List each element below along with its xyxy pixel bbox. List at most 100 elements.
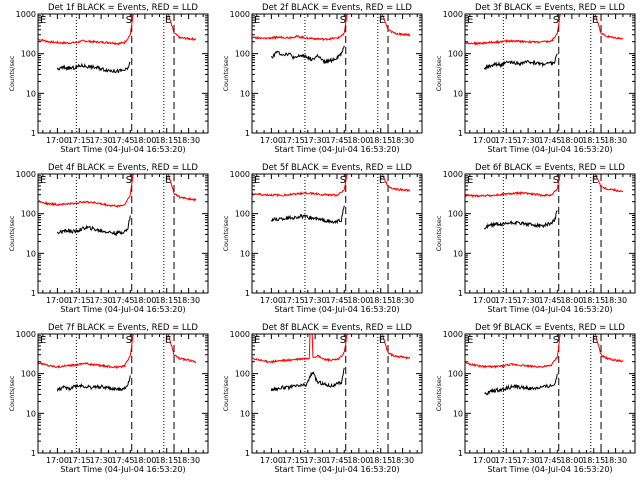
x-tick-label: 17:30: [90, 456, 113, 465]
marker-e: E: [592, 15, 598, 26]
panel-title: Det 9f BLACK = Events, RED = LLD: [475, 323, 625, 333]
x-tick-label: 18:30: [177, 136, 200, 145]
marker-s: S: [340, 175, 346, 186]
y-tick-label: 10: [453, 409, 463, 418]
marker-s: S: [126, 175, 132, 186]
plot-frame: [37, 13, 209, 134]
plot-frame: [464, 13, 636, 134]
marker-e-start: E: [467, 15, 473, 26]
y-tick-label: 1000: [230, 330, 250, 339]
y-tick-label: 1: [31, 129, 36, 138]
x-tick-label: 17:30: [90, 136, 113, 145]
x-tick-label: 18:00: [347, 136, 370, 145]
x-tick-label: 17:00: [46, 296, 69, 305]
x-tick-label: 18:00: [347, 296, 370, 305]
plot-frame: [251, 333, 423, 454]
plot-frame: [37, 173, 209, 294]
panel-2: Det 2f BLACK = Events, RED = LLD 1 10 100 10…: [222, 3, 423, 154]
y-tick-label: 10: [26, 89, 36, 98]
x-tick-label: 18:15: [582, 136, 605, 145]
x-tick-label: 18:30: [177, 456, 200, 465]
marker-e: E: [592, 175, 598, 186]
y-tick-label: 1000: [443, 330, 463, 339]
panel-title: Det 7f BLACK = Events, RED = LLD: [48, 323, 198, 333]
plot-frame: [464, 333, 636, 454]
panel-title: Det 8f BLACK = Events, RED = LLD: [262, 323, 412, 333]
x-tick-label: 17:00: [46, 136, 69, 145]
lld-series-line: [252, 333, 411, 364]
x-tick-label: 18:00: [560, 136, 583, 145]
x-tick-label: 18:15: [369, 296, 392, 305]
x-tick-label: 17:00: [473, 456, 496, 465]
lld-series-line: [251, 173, 411, 198]
x-tick-label: 17:15: [282, 136, 305, 145]
x-tick-label: 17:15: [495, 136, 518, 145]
y-axis-label: Counts/sec: [8, 55, 16, 91]
panel-5: Det 5f BLACK = Events, RED = LLD 1 10 100 10…: [222, 163, 423, 314]
x-tick-label: 17:00: [473, 296, 496, 305]
y-tick-label: 100: [448, 50, 463, 59]
events-series-line: [483, 53, 558, 71]
y-axis-label: Counts/sec: [8, 215, 16, 251]
x-tick-label: 17:15: [68, 136, 91, 145]
panel-title: Det 4f BLACK = Events, RED = LLD: [48, 163, 198, 173]
marker-e: E: [165, 15, 171, 26]
panel-title: Det 3f BLACK = Events, RED = LLD: [475, 3, 625, 13]
marker-e-start: E: [40, 175, 46, 186]
x-tick-label: 17:15: [282, 456, 305, 465]
x-tick-label: 18:15: [155, 296, 178, 305]
lld-series-line: [464, 173, 624, 198]
x-tick-label: 17:45: [111, 296, 134, 305]
y-tick-label: 1000: [443, 170, 463, 179]
y-tick-label: 100: [21, 210, 36, 219]
marker-e: E: [592, 335, 598, 346]
x-tick-label: 18:30: [604, 136, 627, 145]
y-tick-label: 100: [448, 210, 463, 219]
y-tick-label: 100: [21, 370, 36, 379]
x-tick-label: 17:00: [260, 456, 283, 465]
x-axis-label: Start Time (04-Jul-04 16:53:20): [274, 465, 399, 474]
panel-6: Det 6f BLACK = Events, RED = LLD 1 10 100 10…: [435, 163, 636, 314]
panel-title: Det 5f BLACK = Events, RED = LLD: [262, 163, 412, 173]
y-tick-label: 100: [235, 210, 250, 219]
marker-s: S: [553, 15, 559, 26]
x-tick-label: 18:30: [391, 296, 414, 305]
marker-s: S: [553, 175, 559, 186]
marker-e: E: [379, 175, 385, 186]
y-tick-label: 10: [240, 249, 250, 258]
marker-e: E: [165, 335, 171, 346]
y-axis-label: Counts/sec: [222, 55, 230, 91]
x-tick-label: 18:15: [155, 136, 178, 145]
events-series-line: [56, 375, 131, 392]
panel-title: Det 2f BLACK = Events, RED = LLD: [262, 3, 412, 13]
x-tick-label: 17:00: [260, 136, 283, 145]
marker-e-start: E: [254, 335, 260, 346]
x-tick-label: 17:30: [517, 456, 540, 465]
x-tick-label: 17:15: [495, 296, 518, 305]
y-tick-label: 1: [31, 449, 36, 458]
x-tick-label: 18:00: [133, 456, 156, 465]
events-series-line: [483, 210, 558, 230]
x-axis-label: Start Time (04-Jul-04 16:53:20): [60, 145, 185, 154]
x-axis-label: Start Time (04-Jul-04 16:53:20): [487, 465, 612, 474]
y-axis-label: Counts/sec: [222, 215, 230, 251]
marker-e-start: E: [467, 335, 473, 346]
marker-e-start: E: [254, 15, 260, 26]
lld-series-line: [465, 13, 623, 46]
y-tick-label: 1: [245, 129, 250, 138]
panel-1: Det 1f BLACK = Events, RED = LLD 1 10 100 10…: [8, 3, 209, 154]
marker-e: E: [379, 15, 385, 26]
y-tick-label: 1000: [16, 10, 36, 19]
y-tick-label: 1000: [230, 170, 250, 179]
x-axis-label: Start Time (04-Jul-04 16:53:20): [60, 465, 185, 474]
y-tick-label: 10: [240, 409, 250, 418]
lld-series-line: [38, 173, 197, 209]
x-tick-label: 18:30: [391, 456, 414, 465]
x-tick-label: 18:00: [133, 296, 156, 305]
lld-series-line: [252, 13, 411, 42]
plot-frame: [251, 173, 423, 294]
x-tick-label: 18:00: [560, 456, 583, 465]
x-tick-label: 18:00: [560, 296, 583, 305]
x-axis-label: Start Time (04-Jul-04 16:53:20): [487, 305, 612, 314]
panel-title: Det 1f BLACK = Events, RED = LLD: [48, 3, 198, 13]
